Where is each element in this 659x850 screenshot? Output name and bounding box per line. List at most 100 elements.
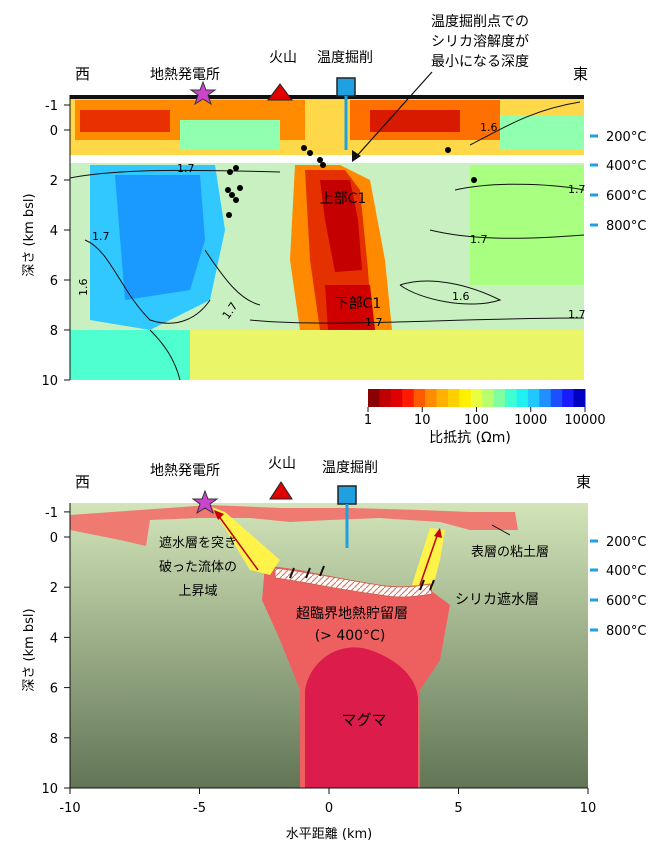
volcano-triangle-icon [269,481,293,500]
temperature-label: 400°C [606,159,646,174]
top-power-plant-label: 地熱発電所 [150,67,220,83]
temperature-label: 200°C [606,130,646,145]
borehole-square-icon [337,485,357,505]
y-tick-label: 4 [50,224,58,239]
temperature-label: 800°C [606,219,646,234]
colorbar-swatch [459,389,472,407]
colorbar-title: 比抵抗 (Ωm) [429,430,511,446]
bottom-west-label: 西 [75,473,90,491]
upflow-label-1: 遮水層を突き [159,535,237,551]
contour-label: 1.7 [568,183,586,196]
x-tick-label: -10 [59,801,80,816]
lower-c1-body [325,285,375,330]
power-plant-star-icon [189,80,217,106]
colorbar-swatch [436,389,449,407]
temperature-label: 600°C [606,189,646,204]
bottom-y-ticks: -1 0 2 4 6 8 10 [41,506,70,797]
colorbar-ticks: 1 10 100 1000 10000 [364,407,606,428]
contour-label: 1.6 [480,121,498,134]
contour-label: 1.6 [77,279,90,297]
y-tick-label: 6 [50,274,58,289]
contour-label: 1.7 [92,230,110,243]
conceptual-model [70,503,588,788]
top-y-ticks: -1 0 2 4 6 8 10 [41,99,70,389]
magma-body [305,647,418,788]
upflow-arrow-west [217,514,259,571]
lower-c1-label: 下部C1 [335,296,382,312]
colorbar-swatch [573,389,586,407]
upflow-arrowhead-west-icon [214,510,224,520]
colorbar-tick-label: 10 [414,413,431,428]
top-east-label: 東 [573,65,588,83]
annotation-arrow [354,71,433,159]
borehole-square-icon [336,77,356,97]
contour-label: 1.6 [452,290,470,303]
y-tick-label: -1 [45,506,58,521]
surface-line [70,95,584,99]
annotation-line-3: 最小になる深度 [431,54,529,70]
y-tick-label: 8 [50,732,58,747]
y-tick-label: 0 [50,531,58,546]
upflow-arrowhead-east-icon [434,528,442,538]
upflow-label-2: 破った流体の [159,560,237,575]
y-tick-label: -1 [45,99,58,114]
bottom-x-ticks: -10 -5 0 5 10 [59,788,596,816]
temperature-label: 400°C [606,564,646,579]
upflow-arrow-east [419,532,439,586]
colorbar-tick-label: 1 [364,413,372,428]
annotation-arrowhead-icon [352,150,361,162]
colorbar-swatch [493,389,506,407]
colorbar-swatch [470,389,483,407]
clay-label-pointer [491,524,511,536]
colorbar-swatch [505,389,517,407]
contour-lines [69,101,585,381]
annotation-line-1: 温度掘削点での [431,14,529,30]
colorbar-swatch [447,389,460,407]
contour-label: 1.7 [177,162,195,175]
temperature-label: 800°C [606,624,646,639]
y-tick-label: 0 [50,124,58,139]
bottom-east-label: 東 [576,473,591,491]
y-tick-label: 2 [50,581,58,596]
upper-c1-body [320,180,362,272]
colorbar-swatch [539,389,552,407]
top-temperature-scale: 200°C 400°C 600°C 800°C [590,130,646,234]
silica-seal-layer [274,567,433,598]
resistivity-section [69,95,585,381]
hypocenters [225,145,477,218]
y-tick-label: 10 [41,782,58,797]
colorbar-swatch [413,389,426,407]
upflow-zone-west [212,507,280,575]
temperature-label: 600°C [606,594,646,609]
clay-layer-label: 表層の粘土層 [471,545,549,560]
colorbar-swatch [527,389,540,407]
colorbar-tick-label: 10000 [564,413,605,428]
contour-label: 1.7 [568,308,586,321]
colorbar-swatch [402,389,415,407]
resistor-core [115,175,205,300]
colorbar-swatch [562,389,575,407]
colorbar [368,389,586,407]
bottom-power-plant-label: 地熱発電所 [150,463,220,479]
clay-cap-layer [70,505,518,546]
colorbar-swatch [482,389,495,407]
annotation-line-2: シリカ溶解度が [431,34,529,50]
colorbar-swatch [425,389,438,407]
colorbar-swatch [379,389,392,407]
bottom-volcano-label: 火山 [268,456,296,472]
reservoir-label-2: (> 400°C) [315,628,386,644]
magma-label: マグマ [341,711,386,729]
colorbar-tick-label: 100 [464,413,489,428]
bottom-temperature-scale: 200°C 400°C 600°C 800°C [590,535,646,639]
fluid-arrows [289,565,435,591]
colorbar-swatch [390,389,403,407]
colorbar-swatch [550,389,563,407]
y-tick-label: 4 [50,631,58,646]
silica-seal-label: シリカ遮水層 [455,592,539,608]
colorbar-swatch [516,389,529,407]
power-plant-star-icon [191,489,219,515]
upflow-label-3: 上昇域 [178,584,217,599]
colorbar-swatch [368,389,380,407]
x-tick-label: 10 [580,801,597,816]
